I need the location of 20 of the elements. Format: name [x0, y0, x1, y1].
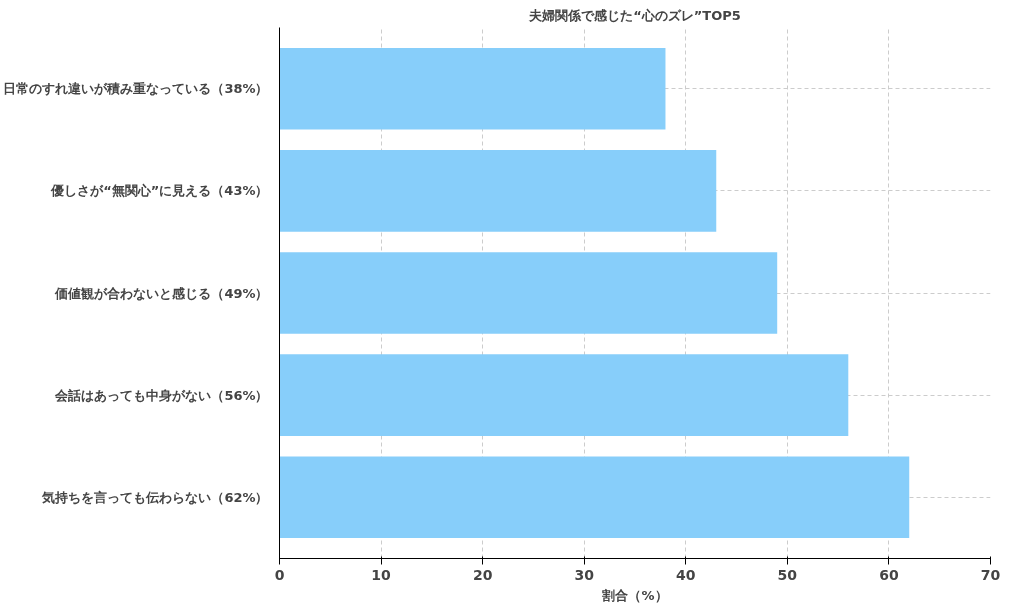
x-tick-label: 0	[274, 566, 285, 583]
y-tick-label: 気持ちを言っても伝わらない（62%）	[41, 489, 269, 505]
x-axis-title: 割合（%）	[601, 587, 668, 603]
bar	[279, 354, 849, 436]
bar	[279, 150, 717, 232]
y-tick-label: 会話はあっても中身がない（56%）	[54, 387, 269, 403]
bar	[279, 252, 778, 334]
x-tick-label: 30	[574, 566, 595, 583]
bar	[279, 47, 666, 130]
y-tick-label: 日常のすれ違いが積み重なっている（38%）	[3, 81, 269, 97]
x-tick-label: 20	[472, 566, 493, 583]
bar	[279, 456, 910, 539]
y-tick-label: 優しさが“無関心”に見える（43%）	[50, 183, 269, 199]
x-tick-label: 70	[980, 566, 1001, 583]
x-tick-label: 60	[879, 566, 899, 583]
chart-title: 夫婦関係で感じた“心のズレ”TOP5	[528, 7, 741, 23]
x-tick-label: 10	[371, 566, 392, 583]
x-tick-label: 40	[676, 566, 696, 583]
x-tick-label: 50	[777, 566, 798, 583]
y-tick-label: 価値観が合わないと感じる（49%）	[54, 285, 269, 301]
